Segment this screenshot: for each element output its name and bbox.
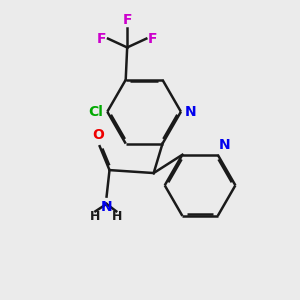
Text: H: H xyxy=(90,210,100,223)
Text: Cl: Cl xyxy=(88,105,103,119)
Text: N: N xyxy=(101,200,112,214)
Text: N: N xyxy=(184,105,196,119)
Text: N: N xyxy=(219,138,231,152)
Text: F: F xyxy=(122,13,132,27)
Text: F: F xyxy=(97,32,106,46)
Text: F: F xyxy=(148,32,157,46)
Text: H: H xyxy=(112,210,122,223)
Text: O: O xyxy=(92,128,104,142)
